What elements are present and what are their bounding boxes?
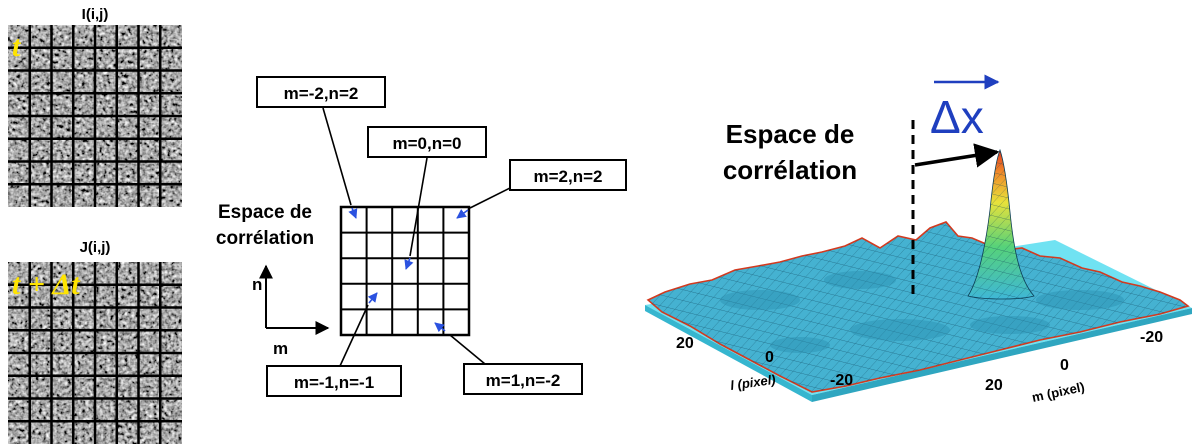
axis-m-tick: 20 <box>985 377 1003 394</box>
surface-title-line1: Espace de <box>726 119 855 149</box>
axis-m-tick: -20 <box>1140 329 1163 346</box>
correlation-peak-mesh <box>968 150 1034 299</box>
svg-text:m=-1,n=-1: m=-1,n=-1 <box>294 373 374 392</box>
svg-text:m=1,n=-2: m=1,n=-2 <box>486 371 561 390</box>
displacement-arrow <box>914 143 1000 168</box>
axis-n-label: n <box>252 275 262 294</box>
grid-axes: n m <box>252 264 330 358</box>
correlation-grid <box>339 205 471 337</box>
axis-l: 20 0 -20 l (pixel) <box>676 335 853 393</box>
correlation-grid-diagram: Espace de corrélation n m m=-2, <box>216 76 627 397</box>
frame1-title: I(i,j) <box>82 6 109 23</box>
callout-m0-n0: m=0,n=0 <box>367 126 487 270</box>
surface-base-edge-left <box>645 305 812 402</box>
axis-m-label: m <box>273 339 288 358</box>
axis-l-tick: 20 <box>676 335 694 352</box>
image-frame-2: J(i,j) t + Δt <box>8 239 182 444</box>
grid-title-line1: Espace de <box>218 202 312 223</box>
callout-m1-n-2: m=1,n=-2 <box>434 322 583 395</box>
callout-m2-n2: m=2,n=2 <box>456 159 627 219</box>
vector-label: Δx <box>930 91 984 143</box>
axis-m-tick: 0 <box>1060 357 1069 374</box>
correlation-surface-plot: Δx Espace de corrélation 20 0 -20 l (pix… <box>645 74 1192 405</box>
frame1-time-label: t <box>12 30 22 63</box>
frame2-subwindow-grid <box>8 262 182 444</box>
surface-ripples <box>720 271 1124 353</box>
svg-text:m=-2,n=2: m=-2,n=2 <box>284 84 359 103</box>
frame2-time-label: t + Δt <box>12 268 81 301</box>
axis-m-label: m (pixel) <box>1031 379 1086 405</box>
frame1-subwindow-grid <box>8 25 182 207</box>
callout-m-2-n2: m=-2,n=2 <box>256 76 386 219</box>
callout-m-1-n-1: m=-1,n=-1 <box>266 292 402 397</box>
grid-title-line2: corrélation <box>216 228 314 249</box>
axis-l-tick: -20 <box>830 372 853 389</box>
surface-base-edge-right <box>812 308 1192 402</box>
axis-l-label: l (pixel) <box>729 372 776 393</box>
svg-text:m=2,n=2: m=2,n=2 <box>534 167 603 186</box>
svg-text:m=0,n=0: m=0,n=0 <box>393 134 462 153</box>
axis-l-tick: 0 <box>765 349 774 366</box>
frame2-title: J(i,j) <box>80 239 111 256</box>
surface-wireframe <box>648 222 1188 392</box>
image-frame-1: I(i,j) t <box>8 6 182 207</box>
surface-title-line2: corrélation <box>723 155 857 185</box>
